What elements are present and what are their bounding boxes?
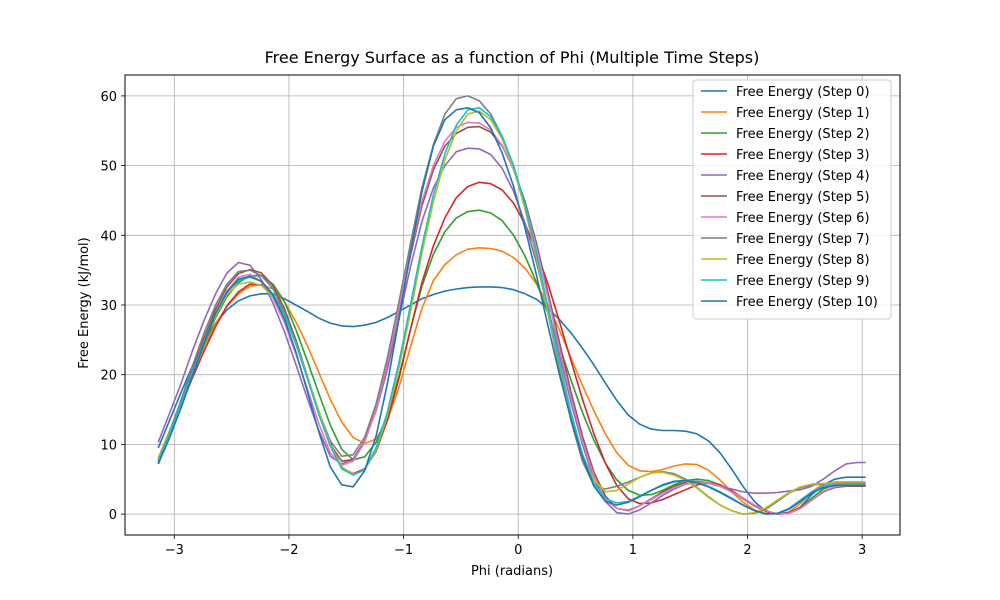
legend-entry: Free Energy (Step 6) [736, 211, 870, 226]
y-tick-label: 60 [100, 90, 117, 105]
y-axis-label: Free Energy (kJ/mol) [77, 237, 92, 368]
y-tick-label: 0 [109, 508, 117, 523]
y-tick-label: 30 [100, 299, 117, 314]
plot-lines [157, 95, 866, 515]
legend-entry: Free Energy (Step 7) [736, 232, 870, 247]
series-line-step-10 [157, 107, 866, 515]
legend-entry: Free Energy (Step 0) [736, 85, 870, 100]
chart-title: Free Energy Surface as a function of Phi… [265, 48, 760, 67]
series-line-step-4 [157, 147, 866, 515]
x-tick-label: −1 [394, 543, 413, 558]
legend-box [692, 79, 892, 320]
x-tick-label: 3 [858, 543, 866, 558]
x-axis-label: Phi (radians) [471, 564, 553, 579]
legend-entry: Free Energy (Step 8) [736, 253, 870, 268]
legend-entry: Free Energy (Step 4) [736, 169, 870, 184]
x-tick-label: −2 [279, 543, 298, 558]
x-tick-label: −3 [165, 543, 184, 558]
x-tick-label: 1 [629, 543, 637, 558]
legend-entry: Free Energy (Step 2) [736, 127, 870, 142]
y-tick-label: 50 [100, 160, 117, 175]
legend: Free Energy (Step 0) Free Energy (Step 1)… [692, 79, 892, 320]
y-tick-label: 40 [100, 229, 117, 244]
x-tick-label: 2 [743, 543, 751, 558]
x-tick-label: 0 [514, 543, 522, 558]
y-axis-ticks: 0 10 20 30 40 50 60 [100, 90, 125, 523]
x-axis-ticks: −3 −2 −1 0 1 2 3 [165, 535, 866, 558]
legend-entry: Free Energy (Step 5) [736, 190, 870, 205]
legend-entry: Free Energy (Step 10) [736, 295, 878, 310]
y-tick-label: 20 [100, 369, 117, 384]
legend-entry: Free Energy (Step 3) [736, 148, 870, 163]
y-tick-label: 10 [100, 438, 117, 453]
legend-entry: Free Energy (Step 1) [736, 106, 870, 121]
legend-entry: Free Energy (Step 9) [736, 274, 870, 289]
